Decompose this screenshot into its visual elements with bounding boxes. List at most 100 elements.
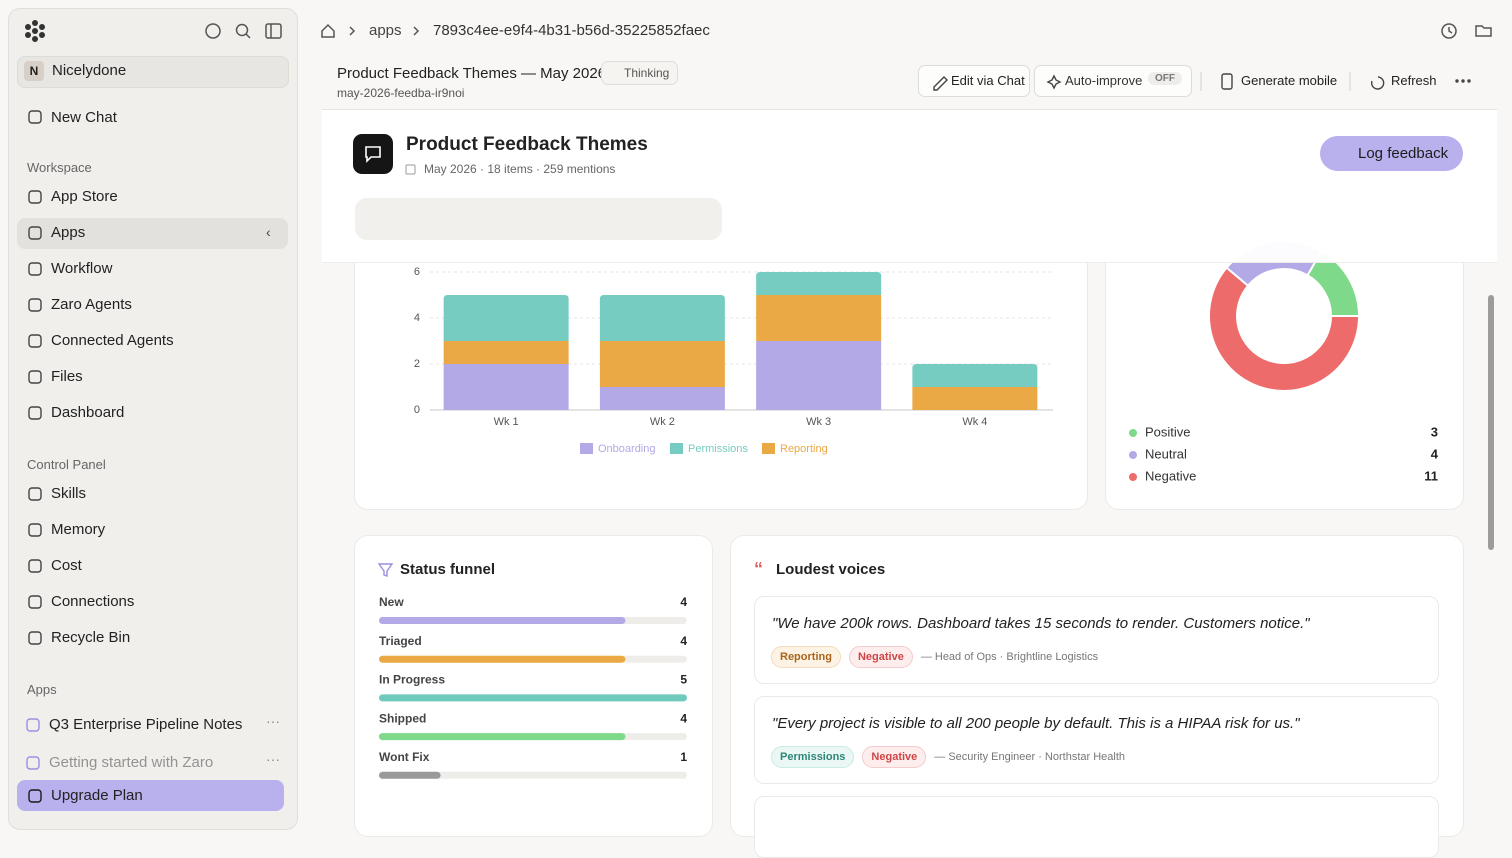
funnel-label: Triaged [379,634,422,648]
donut-slice [1208,266,1361,392]
legend-label: Neutral [1145,446,1187,461]
nav-icon [28,334,42,348]
legend-value: 4 [1431,446,1439,461]
nav-item[interactable]: App Store [51,188,118,205]
log-feedback-button[interactable]: Log feedback [1320,136,1463,171]
section-label: Control Panel [27,457,106,472]
sidebar [8,8,298,830]
legend-label: Reporting [780,443,828,455]
x-tick-label: Wk 2 [650,416,675,428]
nav-item[interactable]: Recycle Bin [51,629,131,646]
tag: Permissions [771,746,855,768]
top-icons[interactable] [203,21,285,41]
funnel-bar [379,617,626,624]
logo [25,20,45,42]
nav-item[interactable]: Cost [51,557,82,574]
more-button[interactable]: ··· [266,751,280,767]
scrollbar [1488,295,1494,550]
quote-text: "Every project is visible to all 200 peo… [772,715,1300,732]
new-chat[interactable]: New Chat [51,109,117,126]
nav-item[interactable]: Workflow [51,260,113,277]
nav-item[interactable]: Dashboard [51,404,125,421]
charts: 0 2 4 6 Wk 1 Wk 2 Wk 3 Wk 4 Onboarding Permission… [379,240,1439,779]
workspace-avatar: N [24,61,44,81]
x-tick-label: Wk 1 [494,416,519,428]
funnel-value: 4 [680,595,687,609]
app-title: Product Feedback Themes — May 2026 [337,65,607,82]
card-icons: “ [377,560,763,579]
app-header [322,110,1497,263]
funnel-label: In Progress [379,673,445,687]
funnel-bar [379,655,626,663]
status-funnel-card [354,535,713,837]
more-button[interactable]: ··· [266,713,280,729]
workspace-name: Nicelydone [52,62,127,79]
legend-label: Permissions [688,443,748,455]
nav-icon [28,262,42,276]
app-slug: may-2026-feedba-ir9noi [337,86,465,100]
funnel-track [379,771,687,779]
workspace-switcher[interactable] [17,56,289,88]
history-folder-icons[interactable] [1438,20,1498,42]
funnel-bar [379,733,626,741]
loudest-voices-card [730,535,1464,837]
edit-button[interactable]: Edit via Chat [918,65,1030,97]
breadcrumb-apps[interactable]: apps [369,22,402,39]
quote-card [754,596,1439,684]
tag: Negative [862,746,927,768]
funnel-value: 1 [680,750,687,764]
quote-text: "We have 200k rows. Dashboard takes 15 s… [772,615,1310,632]
nav-item[interactable]: Memory [51,521,106,538]
funnel-bar [379,694,687,702]
nav-item[interactable]: Skills [51,485,87,502]
breadcrumb-id: 7893c4ee-e9f4-4b31-b56d-35225852faec [433,22,710,39]
tabs [355,198,722,240]
nav-item[interactable]: Apps [51,224,86,241]
nav-item[interactable]: Getting started with Zaro [49,754,214,771]
nav-icon [28,226,42,240]
funnel-bar [379,771,441,779]
nav-item[interactable]: Zaro Agents [51,296,132,313]
upgrade-plan[interactable]: Upgrade Plan [17,780,284,811]
calendar-icon [405,164,416,175]
tag: Reporting [771,646,841,668]
bar-segment [756,341,882,410]
nav-icon [28,559,42,573]
bar-segment [599,295,725,341]
generate-mobile[interactable]: Generate mobile [1241,73,1338,88]
funnel-label: New [379,595,404,609]
tag: Negative [848,646,913,668]
legend-label: Negative [1145,468,1196,483]
refresh[interactable]: Refresh [1391,73,1437,88]
bar-segment [599,341,725,387]
nav-item[interactable]: Q3 Enterprise Pipeline Notes [49,716,243,733]
thinking-badge: Thinking [601,61,679,85]
nav-item[interactable]: Connected Agents [51,332,174,349]
legend-dot [1129,429,1137,437]
nav-selected[interactable] [17,218,288,249]
nav-item[interactable]: Connections [51,593,135,610]
auto-improve-state: OFF [1148,72,1182,85]
nav-item[interactable]: Files [51,368,83,385]
loudest-voices-title: Loudest voices [776,561,886,578]
funnel-value: 5 [680,673,687,687]
x-tick-label: Wk 4 [962,416,987,428]
breadcrumb-icons [321,23,420,38]
y-tick-label: 6 [414,266,420,278]
bar-segment [443,364,569,410]
app-header-title: Product Feedback Themes [406,134,648,155]
app-icon [353,134,393,174]
bar-segment [599,387,725,410]
bar-segment [756,272,882,295]
legend-swatch [762,443,775,454]
app-meta: May 2026 · 18 items · 259 mentions [424,162,616,176]
y-tick-label: 4 [414,312,420,324]
page: N Nicelydone New Chat Upgrade Plan apps … [8,8,1498,858]
legend-label: Positive [1145,424,1191,439]
bar-segment [912,387,1038,410]
legend-dot [1129,473,1137,481]
x-tick-label: Wk 3 [806,416,831,428]
y-tick-label: 2 [414,358,420,370]
nav-icon [28,110,42,124]
section-label: Apps [27,682,57,697]
